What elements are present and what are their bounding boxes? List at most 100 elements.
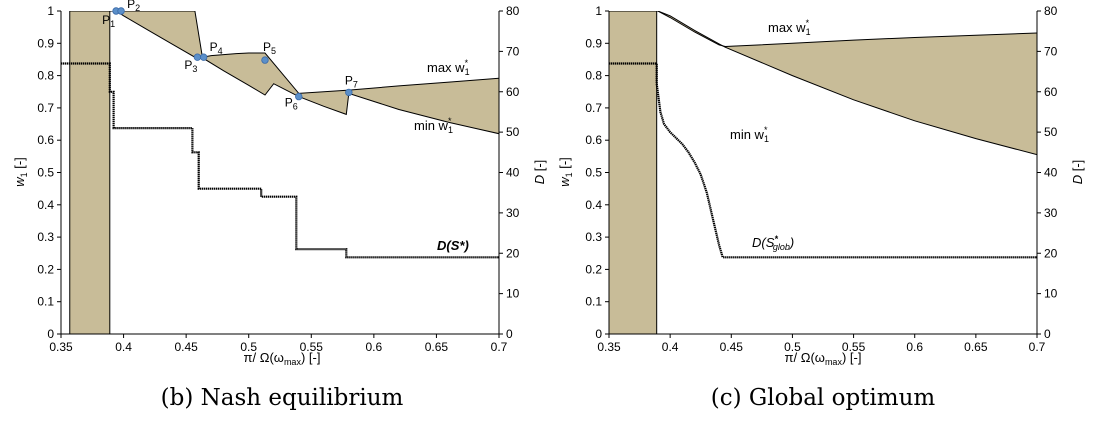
- point-p5: [261, 56, 269, 64]
- min-w1-curve: [109, 11, 499, 135]
- x-tick-label: 0.5: [784, 340, 801, 354]
- point-p4: [199, 53, 208, 61]
- y-left-tick-label: 0.9: [37, 36, 54, 50]
- y-left-tick-label: 0.8: [37, 69, 54, 83]
- x-tick-label: 0.35: [597, 340, 621, 354]
- max-w1-curve: [656, 11, 1037, 48]
- y-left-tick-label: 1: [47, 4, 54, 18]
- y-left-tick-label: 0.8: [585, 69, 602, 83]
- feasible-band-right: [656, 11, 1037, 155]
- plot-layer: [61, 11, 499, 334]
- x-tick-label: 0.4: [662, 340, 679, 354]
- d-series-line: [609, 62, 1037, 259]
- min-w1-label: min w1*: [730, 125, 769, 144]
- d-series-label: D(S* glob): [752, 234, 794, 252]
- y-axis-right-label: D [-]: [1070, 160, 1085, 185]
- x-tick-label: 0.6: [366, 340, 383, 354]
- plot-area: 0.35 0.4 0.45 0.5 0.55 0.6 0.65 0.700.10.20.30.…: [585, 4, 1057, 354]
- y-right-tick-label: 10: [506, 287, 520, 301]
- y-right-tick-label: 20: [506, 246, 520, 260]
- point-label-p5: P5: [263, 40, 276, 56]
- x-tick-label: 0.55: [842, 340, 866, 354]
- point-p6: [295, 92, 303, 101]
- y-left-tick-label: 0: [595, 327, 602, 341]
- y-left-tick-label: 0.4: [37, 198, 54, 212]
- feasible-band-left: [69, 11, 111, 334]
- x-tick-label: 0.7: [1029, 340, 1046, 354]
- y-left-tick-label: 0.5: [37, 166, 54, 180]
- y-axis-right-label: D [-]: [532, 160, 547, 185]
- y-right-tick-label: 80: [1044, 4, 1058, 18]
- point-label-p4: P4: [210, 40, 223, 56]
- caption: (c) Global optimum: [711, 385, 936, 411]
- x-axis-label: π/ Ω(ωmax) [-]: [785, 350, 862, 367]
- y-left-tick-label: 0.1: [585, 295, 602, 309]
- point-p3: [193, 53, 202, 61]
- y-right-tick-label: 0: [506, 327, 513, 341]
- y-left-tick-label: 1: [595, 4, 602, 18]
- point-label-p3: P3: [184, 58, 197, 74]
- y-right-tick-label: 80: [506, 4, 520, 18]
- y-right-tick-label: 60: [506, 85, 520, 99]
- max-w1-label: max w1*: [768, 18, 811, 37]
- feasible-band-right: [109, 11, 499, 134]
- y-left-tick-label: 0.7: [585, 101, 602, 115]
- y-left-tick-label: 0.3: [585, 230, 602, 244]
- y-left-tick-label: 0.2: [585, 262, 602, 276]
- caption: (b) Nash equilibrium: [161, 385, 404, 411]
- y-right-tick-label: 50: [1044, 125, 1058, 139]
- y-left-tick-label: 0.6: [585, 133, 602, 147]
- point-label-p1: P1: [102, 13, 115, 29]
- x-tick-label: 0.45: [174, 340, 198, 354]
- x-axis-label: π/ Ω(ωmax) [-]: [244, 350, 321, 367]
- y-right-tick-label: 30: [506, 206, 520, 220]
- chart-global-optimum: 0.35 0.4 0.45 0.5 0.55 0.6 0.65 0.700.10.20.30.…: [557, 4, 1085, 411]
- point-p2: [117, 7, 125, 15]
- y-left-tick-label: 0.6: [37, 133, 54, 147]
- min-w1-curve: [656, 11, 1037, 156]
- x-tick-label: 0.6: [906, 340, 923, 354]
- y-right-tick-label: 40: [506, 166, 520, 180]
- x-tick-label: 0.7: [491, 340, 508, 354]
- x-tick-label: 0.45: [720, 340, 744, 354]
- max-w1-curve: [109, 11, 499, 94]
- x-tick-label: 0.55: [300, 340, 324, 354]
- y-left-tick-label: 0.7: [37, 101, 54, 115]
- feasible-band-left: [609, 11, 658, 334]
- x-tick-label: 0.65: [964, 340, 988, 354]
- y-axis-left-label: w1 [-]: [12, 157, 29, 187]
- y-right-tick-label: 70: [506, 44, 520, 58]
- y-left-tick-label: 0.5: [585, 166, 602, 180]
- y-left-tick-label: 0.9: [585, 36, 602, 50]
- d-series-line: [61, 62, 499, 259]
- x-tick-label: 0.5: [240, 340, 257, 354]
- y-right-tick-label: 10: [1044, 287, 1058, 301]
- y-right-tick-label: 0: [1044, 327, 1051, 341]
- point-label-p2: P2: [127, 0, 140, 13]
- y-right-tick-label: 60: [1044, 85, 1058, 99]
- plot-layer: [609, 11, 1037, 334]
- y-right-tick-label: 20: [1044, 246, 1058, 260]
- point-p7: [345, 88, 353, 97]
- y-axis-left-label: w1 [-]: [557, 157, 574, 187]
- point-label-p7: P7: [345, 73, 358, 89]
- y-left-tick-label: 0: [47, 327, 54, 341]
- x-tick-label: 0.65: [425, 340, 449, 354]
- y-left-tick-label: 0.3: [37, 230, 54, 244]
- y-left-tick-label: 0.4: [585, 198, 602, 212]
- y-right-tick-label: 40: [1044, 166, 1058, 180]
- x-tick-label: 0.4: [115, 340, 132, 354]
- min-w1-label: min w1*: [414, 116, 453, 135]
- y-right-tick-label: 70: [1044, 44, 1058, 58]
- y-left-tick-label: 0.1: [37, 295, 54, 309]
- y-right-tick-label: 50: [506, 125, 520, 139]
- y-left-tick-label: 0.2: [37, 262, 54, 276]
- d-series-label: D(S*): [437, 238, 469, 253]
- x-tick-label: 0.35: [49, 340, 73, 354]
- y-right-tick-label: 30: [1044, 206, 1058, 220]
- point-label-p6: P6: [285, 96, 298, 112]
- max-w1-label: max w1*: [427, 58, 470, 77]
